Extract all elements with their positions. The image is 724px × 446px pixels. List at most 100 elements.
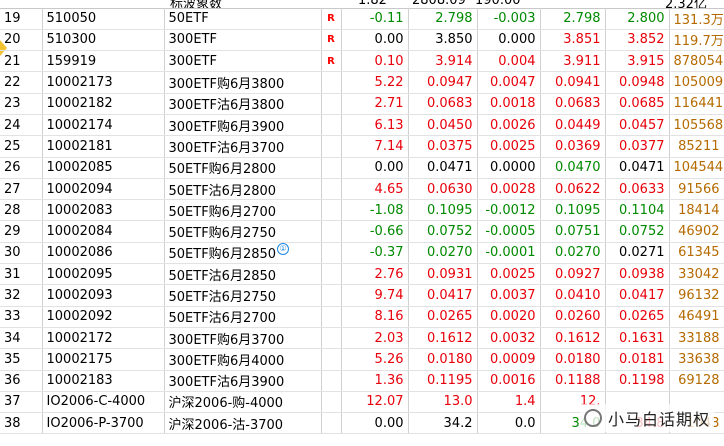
row-number: 20 [0, 29, 43, 52]
info-circle-icon[interactable]: ① [277, 243, 290, 256]
row-number-text: 30 [4, 245, 21, 261]
security-code: IO2006-C-4000 [42, 391, 165, 414]
table-row[interactable]: 37 IO2006-C-4000 沪深2006-购-4000 12.07 13.0 1.4… [0, 391, 724, 414]
security-name: 300ETF [164, 50, 322, 73]
ask-price: 0.0948 [605, 71, 670, 94]
table-row[interactable]: 20 510300 300ETF R 0.00 3.850 0.000 3.851 3.852 1… [0, 29, 724, 52]
table-row[interactable]: 30 10002086 50ETF购6月2850 ① -0.37 0.0270 -0.000… [0, 242, 724, 265]
table-row[interactable]: 31 10002095 50ETF沽6月2850 2.76 0.0931 0.0025 0.… [0, 263, 724, 286]
security-code: 10002084 [42, 220, 165, 243]
security-code: 10002183 [42, 370, 165, 392]
price-change-text: 0.0026 [490, 117, 536, 133]
security-name: 50ETF沽6月2750 [164, 284, 322, 307]
change-percent-text: 0.10 [374, 53, 404, 69]
ask-price-text: 0.0417 [619, 288, 665, 303]
row-number: 31 [0, 263, 43, 286]
security-code: 10002174 [42, 114, 165, 137]
watermark-text: 小马白话期权 [607, 410, 710, 429]
volume: 46491 [669, 306, 724, 328]
security-name-text: 50ETF购6月2700 [168, 204, 277, 220]
security-code: 510050 [42, 8, 165, 30]
table-row[interactable]: 33 10002092 50ETF沽6月2700 8.16 0.0265 0.0020 0.… [0, 306, 724, 328]
security-code-text: 10002172 [46, 330, 113, 346]
change-percent-text: 0.00 [374, 415, 404, 431]
table-row[interactable]: 24 10002174 300ETF购6月3900 6.13 0.0450 0.0026 0… [0, 114, 724, 137]
r-flag [321, 412, 342, 435]
last-price-text: 0.1195 [427, 373, 473, 389]
row-number: 21 [0, 50, 43, 73]
table-row[interactable]: 26 10002085 50ETF购6月2800 0.00 0.0471 0.0000 0.… [0, 157, 724, 179]
security-code: 10002083 [42, 199, 165, 222]
security-name: 50ETF沽6月2850 [164, 263, 322, 286]
change-percent-text: 2.03 [374, 330, 404, 346]
volume-text: 46491 [678, 309, 720, 325]
change-percent: 6.13 [341, 114, 409, 137]
last-price-text: 0.0270 [427, 245, 473, 261]
ask-price: 0.1631 [605, 327, 670, 350]
bid-price: 0.0369 [540, 135, 606, 158]
table-row[interactable]: 25 10002181 300ETF沽6月3700 7.14 0.0375 0.0025 0… [0, 135, 724, 158]
change-percent-text: 9.74 [374, 288, 404, 303]
security-name-text: 沪深2006-购-4000 [168, 396, 284, 412]
price-change: 0.0026 [477, 114, 541, 137]
security-code-text: 10002174 [46, 117, 113, 133]
price-change-text: 0.0020 [490, 309, 536, 325]
change-percent-text: -0.37 [369, 245, 404, 261]
last-price-text: 0.0417 [427, 288, 473, 303]
bid-price: 0.0180 [540, 348, 606, 371]
ask-price-text: 0.1198 [619, 373, 665, 389]
security-code-text: 10002093 [46, 288, 113, 303]
last-price-text: 0.0931 [427, 266, 473, 282]
volume-text: 91566 [678, 181, 720, 197]
security-code-text: 10002181 [46, 138, 113, 154]
security-code: 10002092 [42, 306, 165, 328]
last-price-text: 3.850 [435, 32, 473, 48]
price-change-text: 0.0032 [490, 330, 536, 346]
partial-value: 1.82 [358, 0, 387, 8]
price-change: 0.0018 [477, 93, 541, 115]
last-price: 0.1095 [408, 199, 478, 222]
table-row[interactable]: 21 159919 300ETF R 0.10 3.914 0.004 3.911 3.915 8… [0, 50, 724, 73]
row-number-text: 36 [4, 373, 21, 389]
table-row[interactable]: 23 10002182 300ETF沽6月3800 2.71 0.0683 0.0018 0… [0, 93, 724, 115]
change-percent: -0.11 [341, 8, 409, 30]
change-percent: 0.00 [341, 157, 409, 179]
bid-price: 0.0470 [540, 157, 606, 179]
change-percent: -0.66 [341, 220, 409, 243]
table-row[interactable]: 32 10002093 50ETF沽6月2750 9.74 0.0417 0.0037 0.… [0, 284, 724, 307]
table-row[interactable]: 34 10002172 300ETF购6月3700 2.03 0.1612 0.0032 0… [0, 327, 724, 350]
change-percent: 0.00 [341, 412, 409, 435]
change-percent: 0.00 [341, 29, 409, 52]
price-change-text: 0.0016 [490, 373, 536, 389]
change-percent: 1.36 [341, 370, 409, 392]
ask-price: 0.0752 [605, 220, 670, 243]
security-code-text: 10002183 [46, 373, 113, 389]
security-name-text: 300ETF购6月3700 [168, 332, 285, 348]
r-flag [321, 306, 342, 328]
table-row[interactable]: 29 10002084 50ETF购6月2750 -0.66 0.0752 -0.0005… [0, 220, 724, 243]
security-code-text: 10002084 [46, 224, 113, 240]
volume-text: 96132 [678, 288, 720, 303]
row-number-text: 34 [4, 330, 21, 346]
bid-price: 0.0622 [540, 178, 606, 201]
change-percent-text: 4.65 [374, 181, 404, 197]
row-number-text: 31 [4, 266, 21, 282]
row-number: 19 [0, 8, 43, 30]
price-change-text: 0.0037 [490, 288, 536, 303]
table-row[interactable]: 22 10002173 300ETF购6月3800 5.22 0.0947 0.0047 0… [0, 71, 724, 94]
last-price-text: 0.1095 [427, 202, 473, 218]
security-name: 300ETF购6月3700 [164, 327, 322, 350]
row-number-text: 22 [4, 75, 21, 91]
table-row[interactable]: 28 10002083 50ETF购6月2700 -1.08 0.1095 -0.0012… [0, 199, 724, 222]
price-change: -0.0005 [477, 220, 541, 243]
table-row[interactable]: 19 510050 50ETF R -0.11 2.798 -0.003 2.798 2.800… [0, 8, 724, 30]
table-row[interactable]: 36 10002183 300ETF沽6月3900 1.36 0.1195 0.0016 0… [0, 370, 724, 392]
table-row[interactable]: 35 10002175 300ETF购6月4000 5.26 0.0180 0.0009 0… [0, 348, 724, 371]
bid-price: 3.851 [540, 29, 606, 52]
table-row[interactable]: 27 10002094 50ETF沽6月2800 4.65 0.0630 0.0028 0.… [0, 178, 724, 201]
volume-text: 33188 [678, 330, 720, 346]
bid-price-text: 0.0449 [555, 117, 601, 133]
r-flag [321, 327, 342, 350]
price-change-text: 0.0047 [490, 75, 536, 91]
ask-price: 3.852 [605, 29, 670, 52]
